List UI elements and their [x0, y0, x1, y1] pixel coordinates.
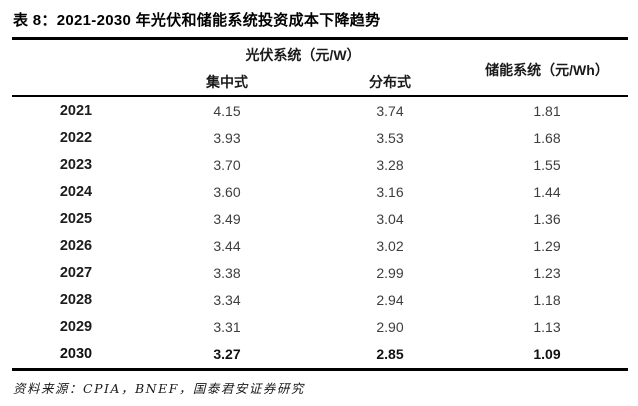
year-cell: 2024: [59, 183, 93, 200]
ess-value-cell: 1.68: [533, 129, 561, 146]
column-header-centralized: 集中式: [206, 74, 248, 90]
centralized-value-cell: 3.60: [213, 183, 241, 200]
year-cell: 2022: [59, 129, 93, 146]
bottom-divider-rule: [12, 368, 628, 371]
table-body: 2021 4.15 3.74 1.81 2022 3.93 3.53 1.68 …: [0, 97, 638, 367]
centralized-value-cell: 3.27: [213, 345, 241, 362]
year-cell: 2023: [59, 156, 93, 173]
distributed-value-cell: 2.85: [376, 345, 404, 362]
centralized-value-cell: 3.93: [213, 129, 241, 146]
table-row: 2023 3.70 3.28 1.55: [0, 151, 638, 178]
header-divider-rule: [12, 95, 628, 97]
table-row: 2025 3.49 3.04 1.36: [0, 205, 638, 232]
distributed-value-cell: 2.90: [376, 318, 404, 335]
centralized-value-cell: 3.44: [213, 237, 241, 254]
year-cell: 2027: [59, 264, 93, 281]
distributed-value-cell: 2.99: [376, 264, 404, 281]
year-cell: 2021: [59, 102, 93, 119]
distributed-value-cell: 3.28: [376, 156, 404, 173]
year-cell: 2029: [59, 318, 93, 335]
distributed-value-cell: 3.04: [376, 210, 404, 227]
centralized-value-cell: 3.70: [213, 156, 241, 173]
year-cell: 2030: [59, 345, 93, 362]
column-group-header-pv-system: 光伏系统（元/W）: [245, 47, 361, 63]
ess-value-cell: 1.44: [533, 183, 561, 200]
year-cell: 2026: [59, 237, 93, 254]
year-cell: 2028: [59, 291, 93, 308]
table-row: 2022 3.93 3.53 1.68: [0, 124, 638, 151]
table-row: 2021 4.15 3.74 1.81: [0, 97, 638, 124]
centralized-value-cell: 4.15: [213, 102, 241, 119]
ess-value-cell: 1.18: [533, 291, 561, 308]
centralized-value-cell: 3.38: [213, 264, 241, 281]
year-cell: 2025: [59, 210, 93, 227]
table-row: 2027 3.38 2.99 1.23: [0, 259, 638, 286]
distributed-value-cell: 3.16: [376, 183, 404, 200]
table-title: 表 8：2021-2030 年光伏和储能系统投资成本下降趋势: [13, 12, 381, 29]
ess-value-cell: 1.23: [533, 264, 561, 281]
table-row: 2029 3.31 2.90 1.13: [0, 313, 638, 340]
ess-value-cell: 1.29: [533, 237, 561, 254]
column-header-ess-system: 储能系统（元/Wh）: [485, 62, 609, 78]
ess-value-cell: 1.09: [533, 345, 561, 362]
distributed-value-cell: 3.02: [376, 237, 404, 254]
column-header-distributed: 分布式: [369, 74, 411, 90]
ess-value-cell: 1.55: [533, 156, 561, 173]
centralized-value-cell: 3.34: [213, 291, 241, 308]
table-row: 2026 3.44 3.02 1.29: [0, 232, 638, 259]
ess-value-cell: 1.36: [533, 210, 561, 227]
distributed-value-cell: 3.74: [376, 102, 404, 119]
title-divider-rule: [12, 37, 628, 40]
distributed-value-cell: 3.53: [376, 129, 404, 146]
centralized-value-cell: 3.31: [213, 318, 241, 335]
source-note: 资料来源：CPIA，BNEF，国泰君安证券研究: [13, 381, 305, 396]
distributed-value-cell: 2.94: [376, 291, 404, 308]
centralized-value-cell: 3.49: [213, 210, 241, 227]
table-row: 2028 3.34 2.94 1.18: [0, 286, 638, 313]
ess-value-cell: 1.81: [533, 102, 561, 119]
table-row: 2030 3.27 2.85 1.09: [0, 340, 638, 367]
table-row: 2024 3.60 3.16 1.44: [0, 178, 638, 205]
ess-value-cell: 1.13: [533, 318, 561, 335]
